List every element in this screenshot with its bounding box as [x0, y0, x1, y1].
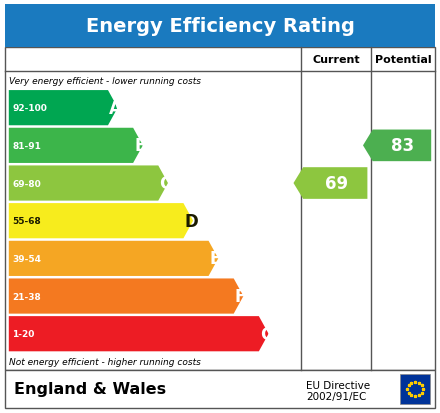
Text: D: D — [184, 212, 198, 230]
Text: 21-38: 21-38 — [12, 292, 41, 301]
Polygon shape — [9, 241, 218, 276]
Text: Not energy efficient - higher running costs: Not energy efficient - higher running co… — [9, 357, 201, 366]
Text: B: B — [134, 137, 147, 155]
Polygon shape — [9, 316, 268, 351]
Polygon shape — [9, 279, 243, 314]
Bar — [5, 370, 435, 408]
Text: 69: 69 — [325, 175, 348, 192]
Bar — [5, 48, 435, 370]
Polygon shape — [293, 168, 367, 199]
Text: E: E — [209, 250, 221, 268]
Text: 69-80: 69-80 — [12, 179, 41, 188]
Text: 1-20: 1-20 — [12, 330, 35, 338]
Text: 39-54: 39-54 — [12, 254, 41, 263]
Text: 2002/91/EC: 2002/91/EC — [306, 391, 366, 401]
Text: Current: Current — [312, 55, 360, 65]
Polygon shape — [9, 128, 143, 164]
Bar — [400, 374, 430, 404]
Polygon shape — [9, 166, 168, 201]
Polygon shape — [9, 91, 117, 126]
Text: F: F — [235, 287, 246, 305]
Text: 81-91: 81-91 — [12, 142, 41, 150]
Text: Very energy efficient - lower running costs: Very energy efficient - lower running co… — [9, 76, 201, 85]
Polygon shape — [363, 130, 431, 162]
Bar — [5, 5, 435, 48]
Text: England & Wales: England & Wales — [14, 382, 166, 396]
Text: C: C — [159, 175, 172, 192]
Text: 83: 83 — [391, 137, 414, 155]
Text: 55-68: 55-68 — [12, 217, 41, 225]
Polygon shape — [9, 204, 193, 239]
Text: Potential: Potential — [374, 55, 431, 65]
Text: 92-100: 92-100 — [12, 104, 47, 113]
Text: EU Directive: EU Directive — [306, 380, 370, 390]
Text: A: A — [109, 100, 122, 117]
Text: Energy Efficiency Rating: Energy Efficiency Rating — [85, 17, 355, 36]
Text: G: G — [260, 325, 274, 343]
